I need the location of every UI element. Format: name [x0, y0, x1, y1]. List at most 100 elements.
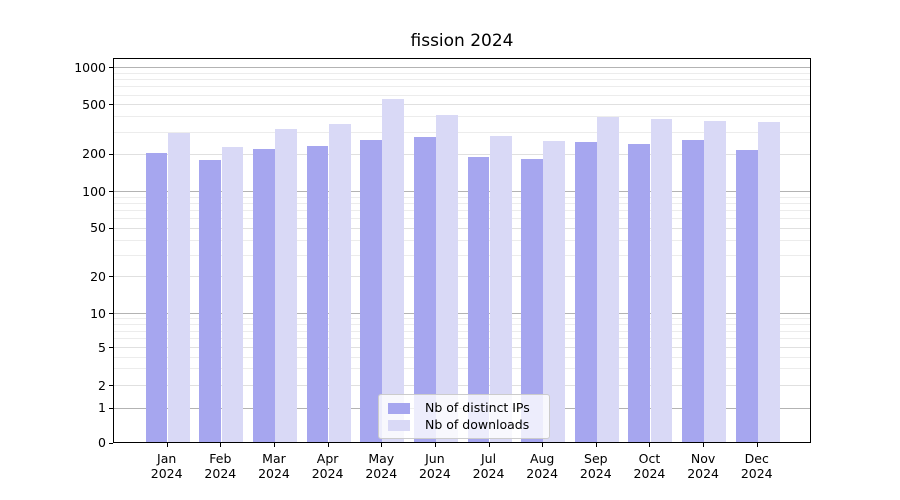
bar-distinct-ips-may: [360, 139, 383, 442]
x-tick-label: Sep 2024: [579, 451, 612, 481]
y-tick-mark: [109, 276, 113, 278]
x-tick-mark: [488, 443, 490, 447]
y-tick-label: 1: [98, 399, 106, 415]
minor-gridline: [114, 116, 810, 118]
x-tick-mark: [220, 443, 222, 447]
bar-downloads-nov: [704, 120, 727, 442]
minor-gridline: [114, 202, 810, 204]
x-tick-mark: [381, 443, 383, 447]
bar-distinct-ips-aug: [521, 159, 543, 442]
minor-gridline: [114, 330, 810, 332]
minor-gridline: [114, 368, 810, 370]
minor-gridline: [114, 356, 810, 358]
chart-title: fission 2024: [410, 31, 514, 51]
y-gridline: [114, 153, 810, 155]
x-tick-label: Apr 2024: [311, 451, 344, 481]
x-tick-mark: [756, 443, 758, 447]
minor-gridline: [114, 218, 810, 220]
x-tick-label: Feb 2024: [204, 451, 237, 481]
minor-gridline: [114, 86, 810, 88]
y-tick-mark: [109, 104, 113, 106]
distinct-ips-swatch-icon: [388, 402, 410, 414]
x-tick-mark: [327, 443, 329, 447]
y-tick-label: 50: [90, 220, 106, 236]
bar-distinct-ips-feb: [199, 159, 222, 442]
plot-area: Nb of distinct IPs Nb of downloads: [113, 58, 811, 443]
minor-gridline: [114, 131, 810, 133]
legend: Nb of distinct IPs Nb of downloads: [378, 394, 550, 439]
x-tick-label: May 2024: [365, 451, 398, 481]
x-tick-mark: [703, 443, 705, 447]
y-tick-label: 10: [90, 305, 106, 321]
x-tick-label: Jan 2024: [150, 451, 183, 481]
y-tick-mark: [109, 191, 113, 192]
x-tick-label: Jul 2024: [472, 451, 505, 481]
y-tick-mark: [109, 407, 113, 409]
x-tick-mark: [434, 443, 436, 447]
bar-distinct-ips-jul: [467, 157, 490, 442]
y-tick-label: 100: [82, 183, 106, 199]
legend-label-distinct-ips: Nb of distinct IPs: [425, 399, 530, 415]
bar-downloads-feb: [221, 147, 244, 442]
x-tick-mark: [166, 443, 168, 447]
minor-gridline: [114, 239, 810, 241]
y-tick-label: 0: [98, 434, 106, 450]
y-gridline: [114, 276, 810, 278]
y-tick-mark: [109, 227, 113, 229]
y-tick-label: 500: [82, 96, 106, 112]
y-tick-label: 200: [82, 145, 106, 161]
bar-downloads-oct: [650, 119, 673, 442]
x-tick-label: Oct 2024: [633, 451, 666, 481]
downloads-swatch-icon: [388, 419, 410, 431]
x-tick-mark: [595, 443, 597, 447]
legend-item-downloads: Nb of downloads: [388, 417, 540, 434]
bar-downloads-may: [382, 99, 405, 442]
x-tick-label: Aug 2024: [526, 451, 559, 481]
bar-downloads-jun: [436, 115, 458, 442]
y-tick-label: 5: [98, 339, 106, 355]
bar-distinct-ips-oct: [628, 144, 651, 442]
y-tick-mark: [109, 67, 113, 68]
y-gridline: [114, 385, 810, 387]
y-gridline: [114, 313, 810, 315]
legend-item-distinct-ips: Nb of distinct IPs: [388, 400, 540, 417]
minor-gridline: [114, 72, 810, 74]
bar-distinct-ips-nov: [682, 139, 704, 442]
bar-downloads-apr: [328, 124, 351, 442]
bar-distinct-ips-dec: [735, 149, 758, 442]
x-tick-label: Dec 2024: [740, 451, 773, 481]
bar-downloads-aug: [543, 140, 566, 442]
x-tick-mark: [649, 443, 651, 447]
y-tick-mark: [109, 153, 113, 155]
bar-downloads-mar: [275, 129, 297, 442]
minor-gridline: [114, 94, 810, 96]
y-gridline: [114, 227, 810, 229]
minor-gridline: [114, 79, 810, 81]
bar-downloads-jan: [167, 132, 190, 442]
y-tick-mark: [109, 347, 113, 349]
x-tick-label: Nov 2024: [687, 451, 719, 481]
y-gridline: [114, 347, 810, 349]
bar-distinct-ips-apr: [306, 146, 329, 442]
y-tick-mark: [109, 313, 113, 315]
minor-gridline: [114, 318, 810, 320]
y-gridline: [114, 104, 810, 106]
minor-gridline: [114, 209, 810, 211]
bar-downloads-dec: [757, 121, 780, 442]
x-tick-mark: [542, 443, 544, 447]
y-tick-label: 2: [98, 377, 106, 393]
bar-distinct-ips-mar: [252, 148, 275, 442]
bar-distinct-ips-jan: [145, 153, 168, 442]
bar-distinct-ips-jun: [413, 136, 436, 442]
y-gridline: [114, 191, 810, 192]
legend-label-downloads: Nb of downloads: [425, 416, 530, 432]
x-tick-label: Jun 2024: [418, 451, 451, 481]
y-tick-label: 1000: [74, 59, 106, 75]
y-tick-mark: [109, 385, 113, 387]
y-tick-mark: [109, 442, 113, 444]
y-gridline: [114, 67, 810, 68]
minor-gridline: [114, 254, 810, 256]
minor-gridline: [114, 324, 810, 326]
bar-downloads-sep: [597, 116, 619, 442]
